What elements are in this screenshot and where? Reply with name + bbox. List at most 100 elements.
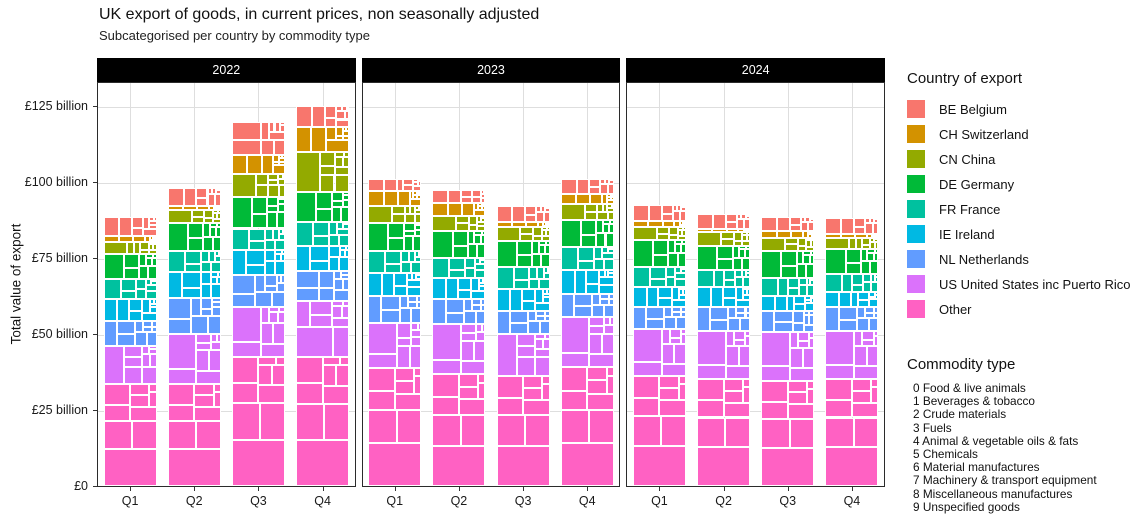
commodity-block-9 <box>674 240 683 245</box>
commodity-block-2 <box>523 387 543 400</box>
commodity-block-4 <box>341 274 350 280</box>
commodity-block-8 <box>267 212 277 229</box>
commodity-block-2 <box>602 203 608 212</box>
commodity-block-2 <box>869 296 876 300</box>
commodity-block-4 <box>542 375 550 384</box>
commodity-block-3 <box>747 230 751 233</box>
commodity-block-8 <box>210 262 221 273</box>
commodity-block-0 <box>742 277 751 288</box>
commodity-block-0 <box>467 230 475 244</box>
commodity-block-9 <box>873 335 879 347</box>
commodity-block-6 <box>460 414 486 446</box>
commodity-block-9 <box>681 306 686 313</box>
commodity-block-6 <box>592 304 604 318</box>
commodity-block-2 <box>279 161 285 166</box>
commodity-block-8 <box>403 184 413 192</box>
commodity-block-8 <box>255 185 269 197</box>
commodity-block-8 <box>136 288 146 299</box>
commodity-block-0 <box>264 228 273 240</box>
commodity-block-6 <box>248 241 265 250</box>
commodity-block-6 <box>260 139 275 155</box>
commodity-block-4 <box>344 152 350 157</box>
commodity-block-0 <box>412 185 422 192</box>
bar-segment-CH <box>761 230 815 238</box>
commodity-block-7 <box>632 227 657 241</box>
commodity-block-6 <box>725 213 737 223</box>
commodity-block-5 <box>840 233 856 238</box>
commodity-block-7 <box>697 447 751 486</box>
commodity-block-6 <box>789 418 815 449</box>
commodity-block-5 <box>167 318 191 334</box>
commodity-block-3 <box>445 312 464 325</box>
commodity-block-1 <box>723 378 743 391</box>
commodity-block-4 <box>480 257 486 260</box>
commodity-block-3 <box>738 346 751 367</box>
commodity-block-3 <box>671 287 680 300</box>
commodity-block-1 <box>607 211 614 221</box>
commodity-block-1 <box>407 296 417 303</box>
commodity-block-3 <box>148 266 157 279</box>
commodity-block-9 <box>345 127 350 132</box>
facet-strip-label: 2023 <box>477 63 505 77</box>
commodity-block-6 <box>717 259 733 271</box>
x-tick-label: Q4 <box>578 494 596 508</box>
commodity-block-3 <box>806 263 815 278</box>
commodity-block-9 <box>480 259 486 264</box>
commodity-block-5 <box>513 267 530 281</box>
commodity-block-4 <box>811 237 815 241</box>
bar-segment-NL <box>231 275 285 308</box>
commodity-block-8 <box>761 380 788 402</box>
commodity-block-1 <box>873 252 879 262</box>
commodity-block-2 <box>800 216 806 222</box>
commodity-block-6 <box>653 255 669 268</box>
commodity-block-8 <box>231 154 248 174</box>
commodity-block-3 <box>725 222 737 229</box>
commodity-block-3 <box>806 237 812 241</box>
bar-segment-DE <box>761 251 815 278</box>
chart-subtitle: Subcategorised per country by commodity … <box>99 28 370 43</box>
commodity-block-1 <box>723 280 735 288</box>
commodity-block-7 <box>296 270 319 289</box>
commodity-block-2 <box>207 187 212 195</box>
commodity-block-9 <box>609 293 614 300</box>
commodity-block-0 <box>196 342 211 351</box>
commodity-block-1 <box>542 297 550 303</box>
commodity-block-4 <box>873 217 879 220</box>
commodity-block-0 <box>245 265 265 276</box>
commodity-block-7 <box>496 289 511 311</box>
commodity-block-7 <box>167 209 192 224</box>
y-tick-label: £125 billion <box>24 99 88 113</box>
commodity-block-1 <box>812 234 815 238</box>
commodity-block-8 <box>196 370 221 385</box>
commodity-block-6 <box>513 280 530 289</box>
legend-label: FR France <box>939 201 1001 217</box>
commodity-block-6 <box>209 206 215 210</box>
commodity-block-2 <box>742 270 747 278</box>
commodity-block-6 <box>661 415 686 447</box>
commodity-block-7 <box>761 296 775 311</box>
bar-segment-FR <box>368 251 422 273</box>
commodity-block-4 <box>418 178 422 181</box>
commodity-block-8 <box>133 241 141 255</box>
commodity-block-7 <box>103 298 118 321</box>
commodity-block-9 <box>607 207 614 212</box>
commodity-block-7 <box>697 287 711 308</box>
legend-swatch-BE <box>907 100 925 118</box>
commodity-block-8 <box>728 307 737 319</box>
commodity-block-4 <box>482 324 486 333</box>
commodity-block-8 <box>720 238 734 246</box>
bar-segment-IE <box>632 287 686 307</box>
commodity-block-3 <box>674 344 686 364</box>
commodity-block-6 <box>399 308 412 323</box>
commodity-block-6 <box>649 279 666 288</box>
commodity-block-4 <box>217 333 221 342</box>
commodity-block-7 <box>368 251 386 273</box>
bar-segment-FR <box>496 267 550 289</box>
bar-segment-CH <box>296 127 350 153</box>
commodity-block-7 <box>231 275 255 294</box>
commodity-block-1 <box>672 306 682 313</box>
commodity-block-3 <box>682 223 686 226</box>
commodity-block-3 <box>167 404 195 421</box>
x-tick-label: Q3 <box>250 494 267 508</box>
commodity-item-3: 3 Fuels <box>913 420 952 435</box>
